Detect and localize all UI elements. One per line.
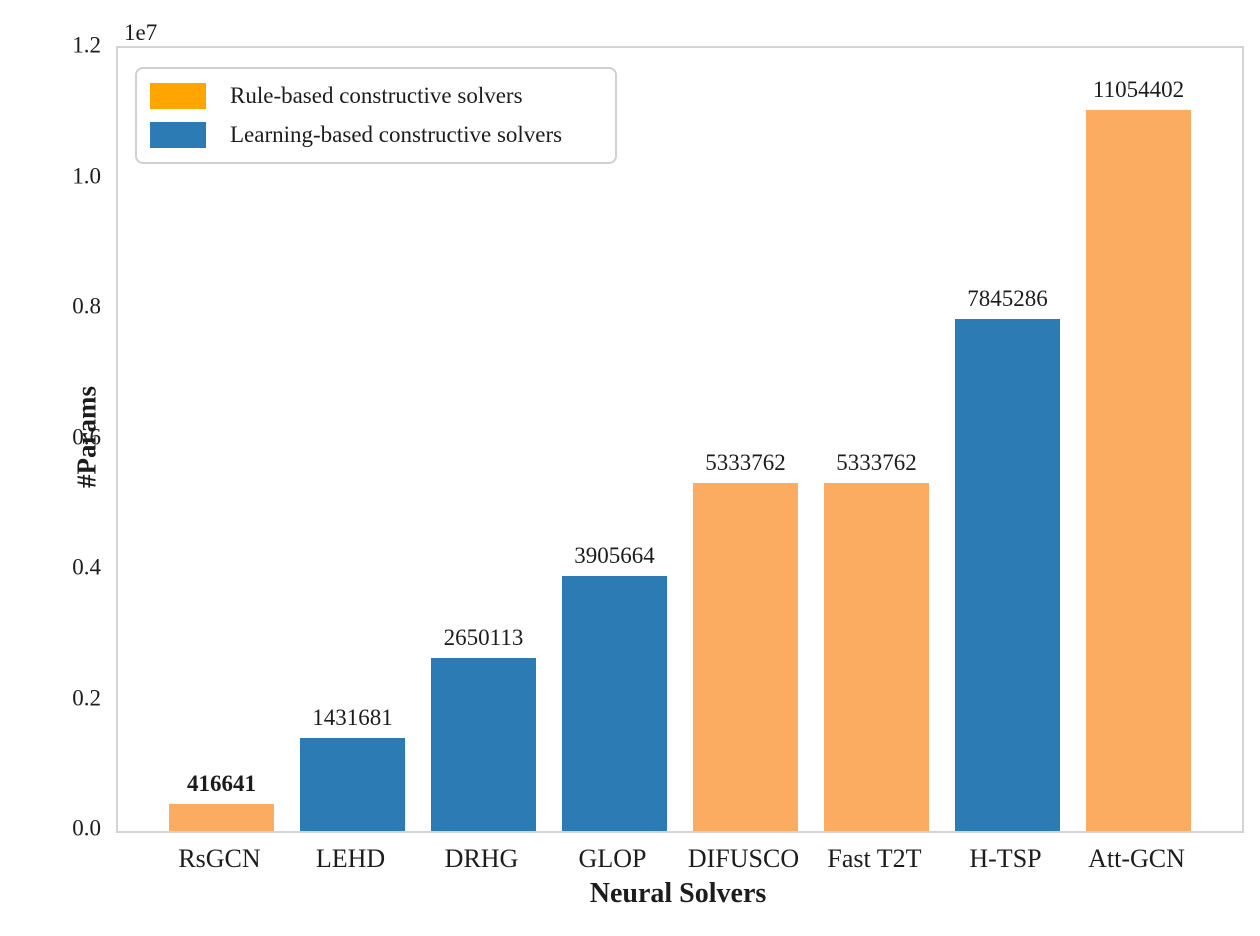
x-axis-title: Neural Solvers — [589, 878, 767, 909]
legend-label-rule-based: Rule-based constructive solvers — [230, 82, 523, 108]
y-tick-label-1.2: 1.2 — [72, 32, 101, 58]
y-tick-label-0.8: 0.8 — [72, 293, 101, 319]
bar-RsGCN — [169, 804, 274, 831]
bar-DRHG — [431, 658, 536, 831]
bar-DIFUSCO — [693, 483, 798, 831]
x-tick-label-GLOP: GLOP — [578, 844, 647, 873]
x-tick-label-LEHD: LEHD — [315, 844, 386, 873]
bar-Fast T2T — [824, 483, 929, 831]
y-tick-label-1.0: 1.0 — [72, 162, 101, 188]
legend: Rule-based constructive solvers Learning… — [135, 67, 617, 164]
y-tick-label-0.6: 0.6 — [72, 423, 101, 449]
x-tick-label-DIFUSCO: DIFUSCO — [687, 844, 800, 873]
x-tick-label-Att-GCN: Att-GCN — [1088, 844, 1185, 873]
bar-value-label-DIFUSCO: 5333762 — [705, 450, 786, 475]
legend-swatch-learning-based-icon — [150, 122, 206, 149]
bar-value-label-H-TSP: 7845286 — [967, 286, 1048, 311]
legend-swatch-rule-based-icon — [150, 82, 206, 109]
bar-LEHD — [300, 738, 405, 831]
bar-GLOP — [562, 576, 667, 831]
legend-label-learning-based: Learning-based constructive solvers — [230, 122, 563, 148]
legend-item-learning-based: Learning-based constructive solvers — [150, 122, 615, 149]
legend-item-rule-based: Rule-based constructive solvers — [150, 82, 615, 109]
x-tick-label-RsGCN: RsGCN — [178, 844, 261, 873]
x-tick-label-Fast T2T: Fast T2T — [827, 844, 922, 873]
bar-value-label-RsGCN: 416641 — [187, 771, 256, 796]
y-tick-label-0.2: 0.2 — [72, 684, 101, 710]
bar-value-label-DRHG: 2650113 — [443, 625, 524, 650]
x-tick-label-DRHG: DRHG — [444, 844, 519, 873]
bar-value-label-GLOP: 3905664 — [574, 543, 655, 568]
bar-value-label-LEHD: 1431681 — [312, 705, 393, 730]
bar-H-TSP — [955, 319, 1060, 831]
y-axis-offset-label: 1e7 — [124, 20, 158, 45]
bars-layer: 416641 1431681 2650113 3905664 5333762 533376… — [118, 48, 1242, 831]
bar-value-label-Fast T2T: 5333762 — [836, 450, 917, 475]
bar-value-label-Att-GCN: 11054402 — [1092, 77, 1185, 102]
x-tick-label-H-TSP: H-TSP — [969, 844, 1042, 873]
y-tick-label-0.0: 0.0 — [72, 815, 101, 841]
bar-Att-GCN — [1086, 110, 1191, 831]
y-tick-label-0.4: 0.4 — [72, 554, 101, 580]
plot-area: 416641 1431681 2650113 3905664 5333762 533376… — [116, 46, 1244, 833]
